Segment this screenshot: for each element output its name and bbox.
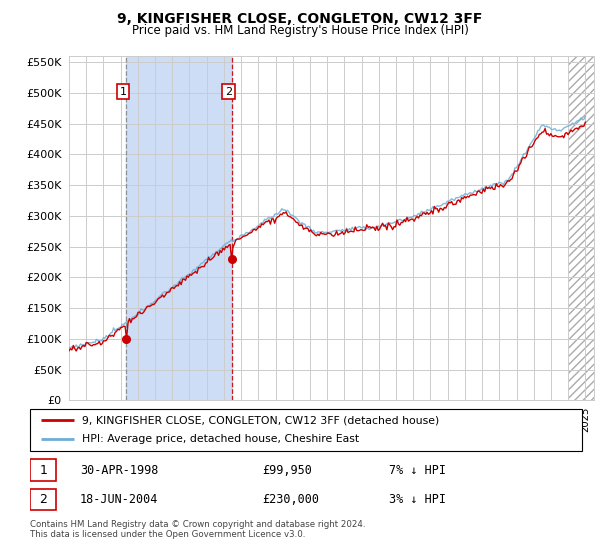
Bar [568,56,600,400]
Text: 9, KINGFISHER CLOSE, CONGLETON, CW12 3FF: 9, KINGFISHER CLOSE, CONGLETON, CW12 3FF [118,12,482,26]
Text: 9, KINGFISHER CLOSE, CONGLETON, CW12 3FF (detached house): 9, KINGFISHER CLOSE, CONGLETON, CW12 3FF… [82,415,440,425]
Text: 7% ↓ HPI: 7% ↓ HPI [389,464,446,477]
Bar [568,56,600,400]
Text: £230,000: £230,000 [262,493,319,506]
Bar [127,56,232,400]
Text: 1: 1 [40,464,47,477]
Text: 2: 2 [225,87,232,97]
FancyBboxPatch shape [30,409,582,451]
Text: £99,950: £99,950 [262,464,312,477]
Text: 18-JUN-2004: 18-JUN-2004 [80,493,158,506]
FancyBboxPatch shape [30,459,56,480]
Text: 1: 1 [119,87,127,97]
FancyBboxPatch shape [30,489,56,510]
Text: 3% ↓ HPI: 3% ↓ HPI [389,493,446,506]
Text: Price paid vs. HM Land Registry's House Price Index (HPI): Price paid vs. HM Land Registry's House … [131,24,469,37]
Text: Contains HM Land Registry data © Crown copyright and database right 2024.
This d: Contains HM Land Registry data © Crown c… [30,520,365,539]
Text: HPI: Average price, detached house, Cheshire East: HPI: Average price, detached house, Ches… [82,435,359,445]
Text: 2: 2 [40,493,47,506]
Text: 30-APR-1998: 30-APR-1998 [80,464,158,477]
